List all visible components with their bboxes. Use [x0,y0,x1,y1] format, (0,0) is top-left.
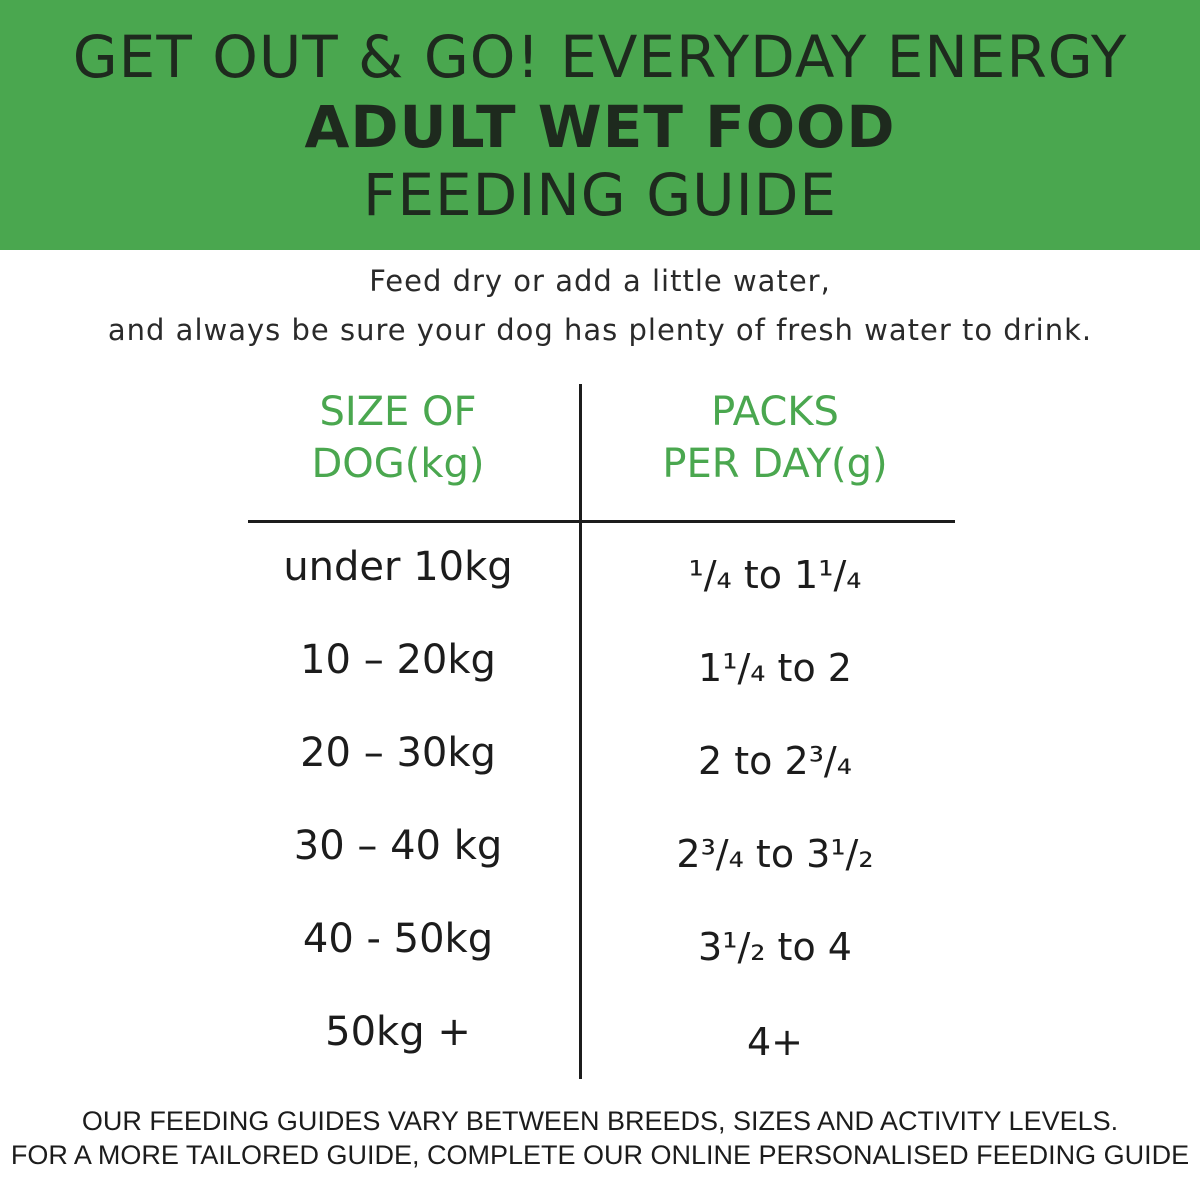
size-cell: 50kg + [325,1009,471,1055]
packs-header-line-2: PER DAY(g) [662,441,888,487]
size-header-line-1: SIZE OF [319,389,477,435]
column-divider [579,384,582,1079]
packs-cell: 2 to 2³/₄ [698,739,852,783]
title-line-2: ADULT WET FOOD [304,93,896,161]
size-cell: 20 – 30kg [300,730,496,776]
packs-column-header: PACKS PER DAY(g) [620,386,930,490]
packs-cell: 3¹/₂ to 4 [698,925,852,969]
size-column-header: SIZE OF DOG(kg) [248,386,548,490]
size-header-line-2: DOG(kg) [311,441,485,487]
title-line-3: FEEDING GUIDE [363,161,837,229]
packs-header-line-1: PACKS [711,389,839,435]
size-cell: 10 – 20kg [300,637,496,683]
title-banner: GET OUT & GO! EVERYDAY ENERGY ADULT WET … [0,0,1200,250]
title-line-1: GET OUT & GO! EVERYDAY ENERGY [72,23,1128,91]
header-divider [248,520,955,523]
size-cell: 40 - 50kg [302,916,494,962]
packs-cell: ¹/₄ to 1¹/₄ [688,553,862,597]
packs-cell: 4+ [746,1020,804,1064]
intro-line-2: and always be sure your dog has plenty o… [107,313,1093,347]
footer-line-2: FOR A MORE TAILORED GUIDE, COMPLETE OUR … [10,1140,1190,1170]
size-cell: under 10kg [283,544,513,590]
intro-line-1: Feed dry or add a little water, [369,264,831,298]
size-cell: 30 – 40 kg [293,823,503,869]
footer-line-1: OUR FEEDING GUIDES VARY BETWEEN BREEDS, … [81,1106,1119,1136]
packs-cell: 2³/₄ to 3¹/₂ [676,832,874,876]
packs-cell: 1¹/₄ to 2 [698,646,852,690]
